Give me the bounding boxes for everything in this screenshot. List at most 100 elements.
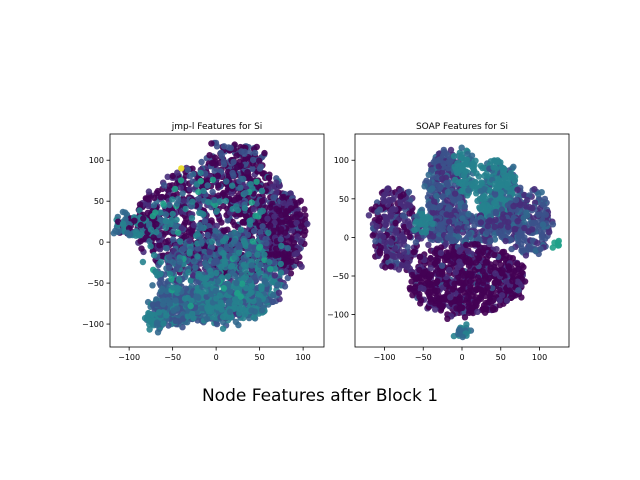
data-point bbox=[280, 199, 287, 206]
data-point bbox=[149, 301, 157, 308]
data-point bbox=[436, 221, 443, 228]
data-point bbox=[150, 202, 158, 209]
data-point bbox=[267, 204, 274, 211]
point-cloud bbox=[365, 144, 562, 341]
data-point bbox=[153, 189, 160, 197]
data-point bbox=[520, 214, 527, 222]
data-point bbox=[244, 231, 252, 238]
data-point bbox=[406, 210, 413, 217]
data-point bbox=[287, 270, 295, 277]
data-point bbox=[429, 204, 437, 211]
data-point bbox=[287, 190, 294, 197]
data-point bbox=[252, 212, 259, 219]
data-point bbox=[244, 169, 251, 176]
data-point bbox=[209, 188, 216, 196]
data-point bbox=[452, 268, 459, 276]
data-point bbox=[438, 262, 446, 269]
data-point bbox=[383, 253, 390, 260]
data-point bbox=[274, 251, 282, 259]
data-point bbox=[153, 228, 160, 236]
data-point bbox=[427, 265, 434, 272]
data-point bbox=[528, 226, 536, 233]
data-point bbox=[229, 270, 236, 277]
data-point bbox=[477, 214, 484, 222]
data-point bbox=[146, 326, 153, 333]
data-point bbox=[167, 221, 174, 228]
data-point bbox=[221, 227, 228, 234]
data-point bbox=[188, 215, 196, 222]
data-point bbox=[162, 218, 169, 225]
data-point bbox=[282, 210, 289, 217]
data-point bbox=[179, 246, 187, 253]
data-point bbox=[158, 276, 165, 284]
data-point bbox=[213, 269, 220, 277]
data-point bbox=[387, 213, 395, 220]
data-point bbox=[511, 177, 518, 184]
data-point bbox=[275, 289, 283, 296]
data-point bbox=[172, 317, 180, 325]
data-point bbox=[395, 237, 403, 244]
data-point bbox=[236, 305, 243, 313]
data-point bbox=[431, 198, 438, 205]
data-point bbox=[477, 188, 484, 195]
data-point bbox=[432, 306, 439, 313]
data-point bbox=[182, 205, 189, 213]
data-point bbox=[382, 222, 389, 229]
data-point bbox=[382, 264, 389, 271]
data-point bbox=[240, 261, 248, 268]
data-point bbox=[451, 190, 459, 197]
data-point bbox=[222, 197, 230, 205]
data-point bbox=[504, 223, 512, 231]
data-point bbox=[240, 175, 247, 183]
data-point bbox=[492, 210, 500, 217]
data-point bbox=[204, 198, 212, 206]
data-point bbox=[233, 279, 240, 287]
x-tick-label: −100 bbox=[118, 353, 140, 362]
data-point bbox=[443, 179, 450, 187]
data-point bbox=[174, 286, 181, 293]
data-point bbox=[189, 310, 196, 318]
data-point bbox=[214, 172, 222, 179]
data-point bbox=[446, 204, 453, 212]
data-point bbox=[518, 240, 525, 247]
data-point bbox=[433, 192, 440, 200]
data-point bbox=[152, 269, 159, 276]
data-point bbox=[157, 258, 165, 266]
data-point bbox=[426, 179, 433, 186]
data-point bbox=[258, 285, 265, 292]
data-point bbox=[281, 283, 289, 290]
data-point bbox=[172, 297, 179, 304]
data-point bbox=[384, 186, 391, 193]
data-point bbox=[372, 238, 379, 245]
data-point bbox=[203, 263, 210, 270]
data-point bbox=[458, 165, 465, 172]
data-point bbox=[150, 234, 157, 241]
data-point bbox=[447, 226, 454, 233]
data-point bbox=[223, 245, 230, 252]
data-point bbox=[288, 227, 296, 234]
data-point bbox=[499, 214, 506, 221]
data-point bbox=[257, 229, 264, 236]
data-point bbox=[220, 285, 227, 292]
data-point bbox=[115, 218, 122, 225]
data-point bbox=[459, 215, 466, 222]
data-point bbox=[165, 253, 173, 261]
data-point bbox=[510, 203, 517, 210]
data-point bbox=[493, 159, 500, 166]
data-point bbox=[504, 180, 511, 188]
data-point bbox=[231, 237, 238, 244]
data-point bbox=[465, 187, 472, 194]
data-point bbox=[213, 222, 220, 229]
data-point bbox=[518, 231, 525, 238]
data-point bbox=[534, 240, 541, 247]
data-point bbox=[514, 260, 521, 267]
y-tick-label: 100 bbox=[89, 156, 104, 165]
data-point bbox=[227, 263, 234, 270]
data-point bbox=[404, 244, 411, 251]
data-point bbox=[401, 223, 408, 231]
data-point bbox=[220, 238, 227, 245]
data-point bbox=[189, 272, 197, 279]
data-point bbox=[267, 222, 274, 229]
data-point bbox=[261, 256, 268, 264]
